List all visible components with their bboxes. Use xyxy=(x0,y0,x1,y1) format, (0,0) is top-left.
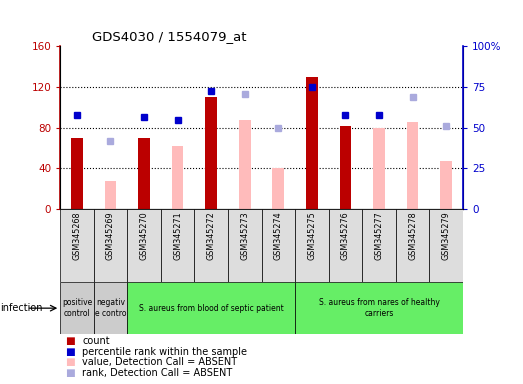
Bar xyxy=(127,282,295,334)
Text: value, Detection Call = ABSENT: value, Detection Call = ABSENT xyxy=(82,358,237,367)
Text: GSM345279: GSM345279 xyxy=(441,212,451,260)
Text: GSM345278: GSM345278 xyxy=(408,212,417,260)
Text: GSM345268: GSM345268 xyxy=(72,212,82,260)
Bar xyxy=(138,138,150,209)
Text: negativ
e contro: negativ e contro xyxy=(95,298,126,318)
Bar xyxy=(272,169,284,209)
Text: S. aureus from nares of healthy
carriers: S. aureus from nares of healthy carriers xyxy=(319,298,439,318)
Text: GSM345277: GSM345277 xyxy=(374,212,383,260)
Bar xyxy=(105,181,116,209)
Bar xyxy=(339,126,351,209)
Text: rank, Detection Call = ABSENT: rank, Detection Call = ABSENT xyxy=(82,368,232,378)
Text: percentile rank within the sample: percentile rank within the sample xyxy=(82,347,247,357)
Bar xyxy=(161,209,195,282)
Text: GDS4030 / 1554079_at: GDS4030 / 1554079_at xyxy=(93,30,247,43)
Bar xyxy=(440,161,452,209)
Text: ■: ■ xyxy=(65,336,75,346)
Bar xyxy=(362,209,396,282)
Text: ■: ■ xyxy=(65,358,75,367)
Bar xyxy=(295,282,463,334)
Text: GSM345275: GSM345275 xyxy=(308,212,316,260)
Bar xyxy=(306,77,317,209)
Text: GSM345276: GSM345276 xyxy=(341,212,350,260)
Bar xyxy=(262,209,295,282)
Text: GSM345274: GSM345274 xyxy=(274,212,283,260)
Bar xyxy=(127,209,161,282)
Bar xyxy=(396,209,429,282)
Text: count: count xyxy=(82,336,110,346)
Bar xyxy=(228,209,262,282)
Text: positive
control: positive control xyxy=(62,298,92,318)
Bar xyxy=(206,97,217,209)
Bar xyxy=(94,282,127,334)
Text: ■: ■ xyxy=(65,347,75,357)
Text: GSM345273: GSM345273 xyxy=(240,212,249,260)
Bar xyxy=(172,146,184,209)
Text: ■: ■ xyxy=(65,368,75,378)
Bar xyxy=(295,209,328,282)
Bar xyxy=(328,209,362,282)
Bar xyxy=(429,209,463,282)
Text: GSM345272: GSM345272 xyxy=(207,212,215,260)
Text: GSM345270: GSM345270 xyxy=(140,212,149,260)
Bar xyxy=(239,119,251,209)
Bar xyxy=(195,209,228,282)
Text: GSM345269: GSM345269 xyxy=(106,212,115,260)
Text: infection: infection xyxy=(1,303,43,313)
Text: GSM345271: GSM345271 xyxy=(173,212,182,260)
Bar xyxy=(94,209,127,282)
Bar xyxy=(71,138,83,209)
Text: S. aureus from blood of septic patient: S. aureus from blood of septic patient xyxy=(139,304,283,313)
Bar xyxy=(407,122,418,209)
Bar xyxy=(60,282,94,334)
Bar xyxy=(60,209,94,282)
Bar xyxy=(373,127,385,209)
